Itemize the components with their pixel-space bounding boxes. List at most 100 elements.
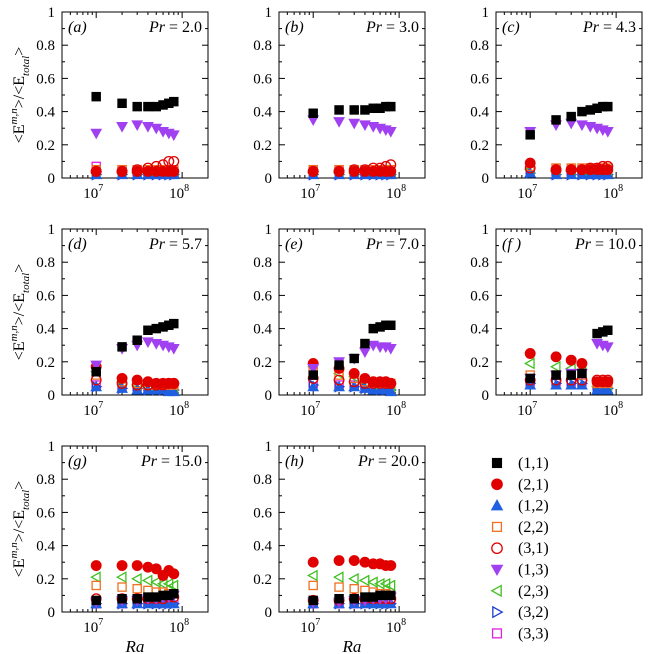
data-point — [565, 164, 577, 176]
legend-label: (1,1) — [518, 455, 549, 472]
data-point — [603, 325, 613, 335]
data-point — [117, 593, 127, 604]
data-point — [349, 353, 359, 364]
y-tick-label: 0.8 — [36, 472, 55, 488]
plot-frame — [278, 11, 426, 179]
x-tick-label: 108 — [169, 617, 189, 636]
data-point — [386, 101, 396, 112]
x-axis-label: Ra — [342, 637, 362, 654]
data-point — [386, 590, 396, 601]
legend-marker — [490, 584, 502, 598]
y-tick-label: 1 — [482, 5, 490, 21]
legend-label: (3,1) — [518, 540, 549, 557]
data-point — [348, 555, 360, 566]
y-tick-label: 1 — [482, 222, 490, 238]
y-axis-label: <Em,n>/<Etotal> — [8, 264, 32, 360]
data-point — [308, 595, 318, 606]
legend-label: (3,2) — [518, 604, 549, 621]
data-point — [131, 165, 143, 177]
data-point — [525, 130, 535, 140]
x-tick-label: 107 — [83, 617, 103, 636]
y-tick-label: 0.8 — [253, 255, 272, 271]
data-point — [601, 383, 614, 395]
data-point — [576, 358, 588, 369]
x-tick-label: 108 — [603, 183, 623, 202]
panel-label: (b) — [285, 19, 304, 36]
data-point — [169, 96, 179, 107]
legend-label: (2,3) — [518, 583, 549, 600]
data-point — [602, 164, 614, 176]
y-tick-label: 0.4 — [36, 105, 55, 121]
data-point — [116, 560, 128, 571]
data-point — [576, 120, 588, 132]
data-point — [359, 120, 371, 132]
data-point — [117, 98, 127, 109]
y-tick-label: 0.4 — [253, 322, 272, 338]
y-tick-label: 0.2 — [36, 572, 55, 588]
data-point — [142, 337, 154, 349]
data-point — [308, 370, 318, 380]
legend-marker — [491, 542, 503, 555]
data-point — [131, 560, 143, 571]
data-point — [116, 165, 128, 177]
x-axis-label: Ra — [125, 637, 145, 654]
data-point — [384, 385, 397, 397]
y-tick-label: 0.2 — [253, 572, 272, 588]
data-point — [132, 584, 142, 594]
panel-2: 0 0.2 0.4 0.6 0.8 1 107 108 (c) Pr = 4.3 — [470, 5, 643, 202]
y-tick-label: 0.8 — [36, 255, 55, 271]
data-point — [132, 593, 142, 604]
y-axis-label: <Em,n>/<Etotal> — [8, 481, 32, 577]
y-axis-label: <Em,n>/<Etotal> — [8, 47, 32, 143]
data-point — [90, 360, 103, 372]
x-tick-label: 108 — [169, 400, 189, 419]
panel-title: Pr = 10.0 — [574, 236, 636, 253]
x-tick-label: 107 — [83, 400, 103, 419]
data-point — [348, 572, 359, 585]
data-point — [602, 376, 614, 388]
data-point — [384, 127, 397, 138]
data-point — [156, 577, 168, 590]
y-tick-label: 0.6 — [36, 71, 55, 87]
panel-title: Pr = 5.7 — [148, 236, 202, 253]
data-point — [348, 165, 360, 177]
y-tick-label: 0 — [48, 171, 56, 187]
data-point — [385, 165, 397, 177]
data-point — [601, 342, 614, 353]
y-tick-label: 0 — [48, 605, 56, 621]
x-tick-label: 107 — [300, 183, 320, 202]
y-tick-label: 0.6 — [36, 505, 55, 521]
data-point — [334, 105, 344, 115]
data-point — [385, 377, 397, 389]
data-point — [307, 380, 320, 392]
y-tick-label: 0.8 — [36, 38, 55, 54]
y-tick-label: 0 — [482, 388, 490, 404]
data-point — [132, 335, 142, 345]
data-point — [333, 555, 345, 566]
data-point — [307, 363, 320, 375]
data-point — [115, 571, 127, 584]
data-point — [131, 374, 143, 386]
data-point — [90, 380, 103, 392]
panel-label: (h) — [285, 453, 304, 470]
data-point — [168, 165, 180, 177]
x-tick-label: 107 — [300, 617, 320, 636]
y-tick-label: 0.8 — [470, 255, 489, 271]
y-tick-label: 0.4 — [36, 322, 55, 338]
y-tick-label: 0.8 — [470, 38, 489, 54]
data-point — [333, 380, 345, 392]
data-point — [360, 592, 370, 602]
legend-label: (2,1) — [518, 476, 549, 493]
data-point — [551, 115, 561, 125]
y-tick-label: 1 — [265, 222, 273, 238]
y-tick-label: 0.6 — [36, 288, 55, 304]
y-tick-label: 0.4 — [470, 105, 489, 121]
data-point — [358, 574, 370, 587]
data-point — [143, 325, 153, 335]
x-tick-label: 108 — [386, 400, 406, 419]
panel-7: 0 0.2 0.4 0.6 0.8 1 107 108 (h) Pr = 20.0 Ra — [253, 439, 426, 654]
data-point — [349, 105, 359, 115]
panel-label: (c) — [502, 19, 520, 36]
data-point — [549, 360, 561, 373]
